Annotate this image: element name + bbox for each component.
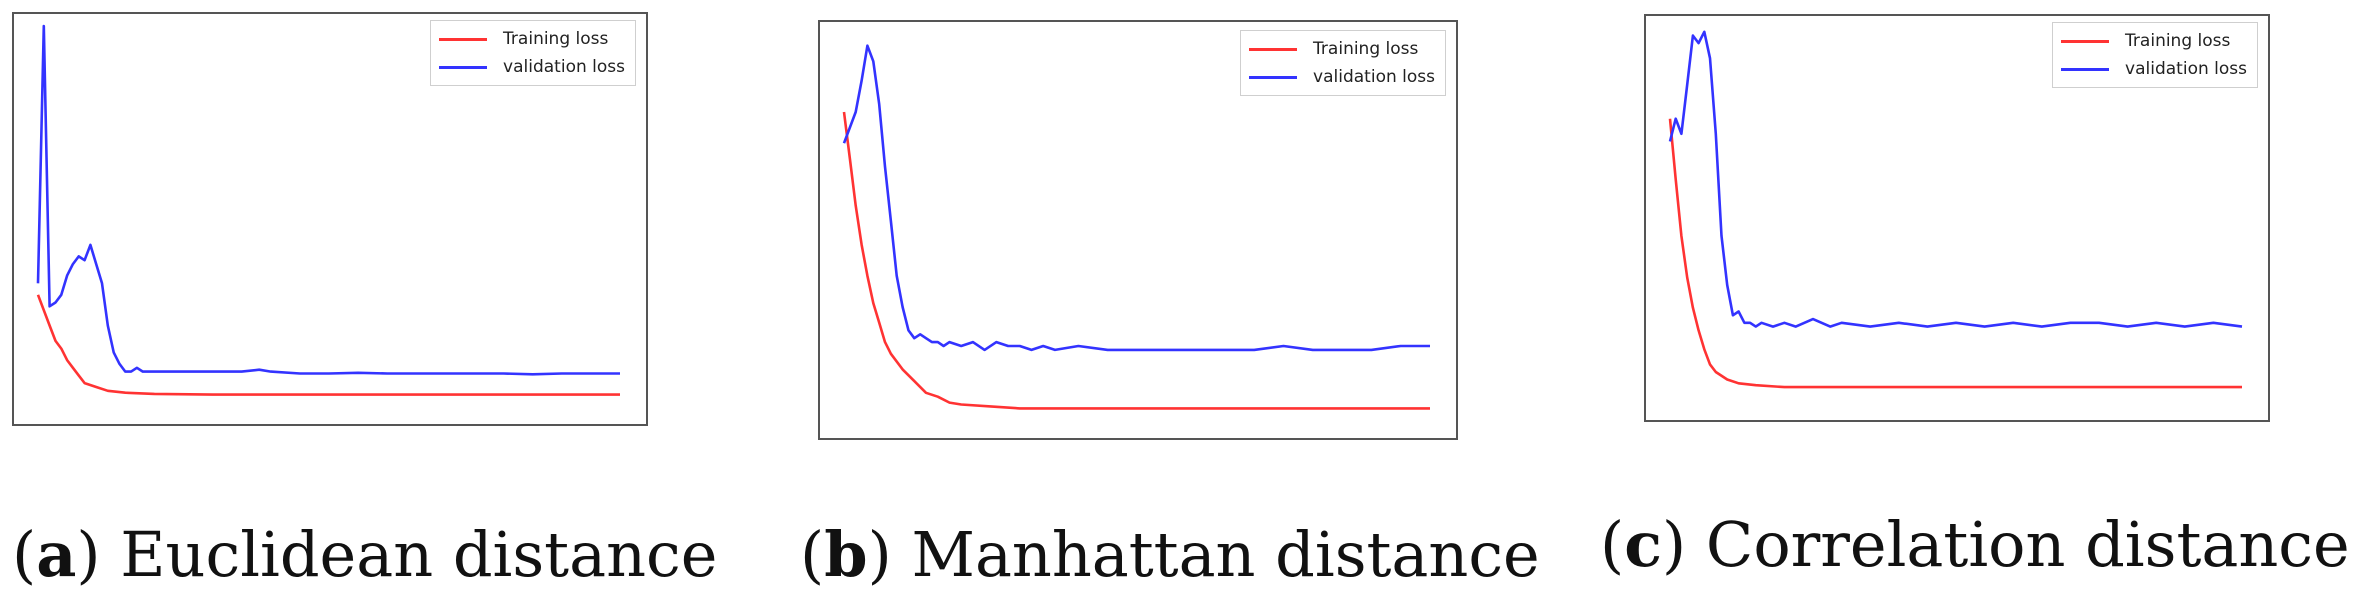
legend-label-training: Training loss bbox=[503, 29, 609, 49]
legend-label-validation: validation loss bbox=[2125, 59, 2247, 79]
loss-chart-b bbox=[842, 44, 1430, 410]
legend-item-training: Training loss bbox=[1249, 35, 1435, 63]
legend-item-training: Training loss bbox=[439, 25, 625, 53]
legend-swatch-training bbox=[439, 37, 488, 41]
validation-loss-line bbox=[842, 44, 1430, 352]
loss-chart-c bbox=[1668, 30, 2243, 389]
plot-area-c: Training loss validation loss bbox=[1644, 14, 2270, 422]
training-loss-line bbox=[1668, 118, 2242, 389]
legend-label-training: Training loss bbox=[1313, 39, 1419, 59]
caption-b: (b) Manhattan distance bbox=[800, 518, 1540, 591]
caption-a: (a) Euclidean distance bbox=[12, 518, 718, 591]
caption-letter-a: a bbox=[36, 518, 77, 591]
legend-a: Training loss validation loss bbox=[430, 20, 636, 86]
legend-swatch-validation bbox=[1249, 75, 1298, 79]
training-loss-line bbox=[36, 294, 620, 396]
caption-letter-b: b bbox=[824, 518, 868, 591]
caption-letter-c: c bbox=[1624, 508, 1662, 581]
legend-swatch-training bbox=[2061, 39, 2110, 43]
loss-chart-a bbox=[36, 24, 620, 396]
legend-b: Training loss validation loss bbox=[1240, 30, 1446, 96]
legend-item-validation: validation loss bbox=[439, 53, 625, 81]
training-loss-line bbox=[842, 111, 1430, 410]
legend-c: Training loss validation loss bbox=[2052, 22, 2258, 88]
legend-item-validation: validation loss bbox=[2061, 55, 2247, 83]
caption-text-c: Correlation distance bbox=[1705, 508, 2350, 581]
legend-swatch-validation bbox=[439, 65, 488, 69]
caption-text-b: Manhattan distance bbox=[911, 518, 1540, 591]
legend-item-validation: validation loss bbox=[1249, 63, 1435, 91]
legend-swatch-training bbox=[1249, 47, 1298, 51]
plot-area-b: Training loss validation loss bbox=[818, 20, 1458, 440]
validation-loss-line bbox=[1668, 30, 2243, 328]
validation-loss-line bbox=[36, 24, 620, 376]
caption-text-a: Euclidean distance bbox=[120, 518, 718, 591]
legend-swatch-validation bbox=[2061, 67, 2110, 71]
legend-label-validation: validation loss bbox=[1313, 67, 1435, 87]
legend-label-validation: validation loss bbox=[503, 57, 625, 77]
legend-item-training: Training loss bbox=[2061, 27, 2247, 55]
legend-label-training: Training loss bbox=[2125, 31, 2231, 51]
plot-area-a: Training loss validation loss bbox=[12, 12, 648, 426]
caption-c: (c) Correlation distance bbox=[1600, 508, 2350, 581]
